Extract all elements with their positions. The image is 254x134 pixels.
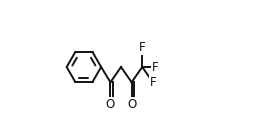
Text: O: O [127, 98, 136, 111]
Text: F: F [139, 41, 146, 54]
Text: F: F [152, 60, 159, 74]
Text: F: F [150, 76, 156, 89]
Text: O: O [106, 98, 115, 111]
